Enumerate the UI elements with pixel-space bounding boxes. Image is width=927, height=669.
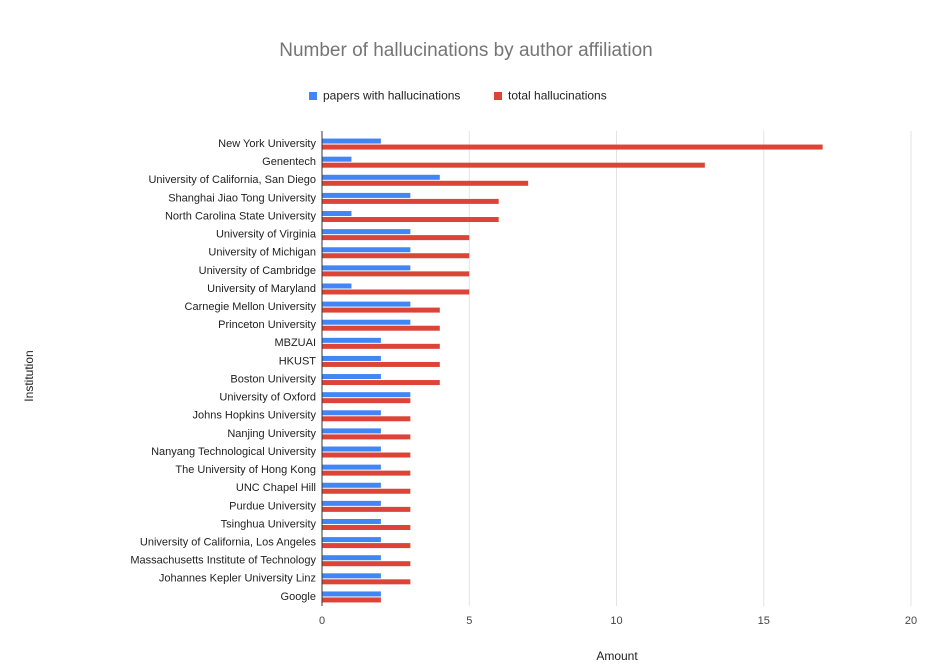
bar bbox=[322, 579, 411, 585]
bar bbox=[322, 343, 440, 349]
y-tick-label: Shanghai Jiao Tong University bbox=[168, 192, 316, 204]
y-tick-label: UNC Chapel Hill bbox=[236, 482, 316, 494]
y-tick-label: Princeton University bbox=[218, 319, 316, 331]
bar bbox=[322, 398, 411, 404]
bar bbox=[322, 524, 411, 530]
bar bbox=[322, 543, 411, 549]
x-tick-label: 0 bbox=[319, 615, 325, 627]
bar bbox=[322, 217, 499, 223]
bar bbox=[322, 307, 440, 313]
y-tick-label: University of California, Los Angeles bbox=[140, 537, 317, 549]
x-tick-label: 5 bbox=[466, 615, 472, 627]
y-tick-label: University of California, San Diego bbox=[148, 174, 316, 186]
bar bbox=[322, 573, 381, 579]
bar bbox=[322, 289, 470, 295]
bar bbox=[322, 271, 470, 277]
x-axis-title: Amount bbox=[596, 649, 638, 663]
bar bbox=[322, 138, 381, 144]
bar bbox=[322, 192, 411, 198]
bar bbox=[322, 410, 381, 416]
bar bbox=[322, 500, 381, 506]
legend-label: papers with hallucinations bbox=[323, 89, 460, 103]
bar bbox=[322, 180, 529, 186]
bar bbox=[322, 229, 411, 235]
bar bbox=[322, 446, 381, 452]
y-tick-label: University of Cambridge bbox=[199, 265, 316, 277]
y-tick-label: Genentech bbox=[262, 156, 316, 168]
bar bbox=[322, 253, 470, 259]
bar bbox=[322, 561, 411, 567]
bar bbox=[322, 235, 470, 241]
bar bbox=[322, 319, 411, 325]
bar bbox=[322, 301, 411, 307]
bar bbox=[322, 428, 381, 434]
y-tick-label: University of Michigan bbox=[208, 247, 316, 259]
y-tick-label: Johannes Kepler University Linz bbox=[159, 573, 316, 585]
legend-swatch bbox=[309, 92, 317, 100]
bar bbox=[322, 518, 381, 524]
y-tick-label: The University of Hong Kong bbox=[175, 464, 316, 476]
bar bbox=[322, 361, 440, 367]
legend-label: total hallucinations bbox=[508, 89, 607, 103]
bar bbox=[322, 144, 823, 150]
y-tick-label: Nanyang Technological University bbox=[151, 446, 316, 458]
y-tick-label: University of Oxford bbox=[219, 392, 316, 404]
bar bbox=[322, 597, 381, 603]
bar bbox=[322, 374, 381, 380]
chart-title: Number of hallucinations by author affil… bbox=[279, 40, 653, 61]
y-tick-label: University of Virginia bbox=[216, 229, 317, 241]
y-tick-label: Tsinghua University bbox=[221, 518, 317, 530]
y-tick-label: New York University bbox=[218, 138, 316, 150]
legend-swatch bbox=[494, 92, 502, 100]
bar bbox=[322, 162, 705, 168]
bar bbox=[322, 337, 381, 343]
bar bbox=[322, 211, 352, 217]
bar bbox=[322, 482, 381, 488]
x-tick-label: 10 bbox=[610, 615, 622, 627]
y-tick-label: Boston University bbox=[230, 373, 316, 385]
bar bbox=[322, 488, 411, 494]
y-tick-label: Massachusetts Institute of Technology bbox=[130, 555, 316, 567]
y-tick-label: North Carolina State University bbox=[165, 210, 317, 222]
y-tick-label: Johns Hopkins University bbox=[193, 410, 317, 422]
bar bbox=[322, 537, 381, 543]
x-tick-label: 20 bbox=[905, 615, 917, 627]
x-tick-label: 15 bbox=[758, 615, 770, 627]
y-axis-title: Institution bbox=[22, 350, 36, 401]
bar bbox=[322, 198, 499, 204]
bar bbox=[322, 156, 352, 162]
bar bbox=[322, 464, 381, 470]
bar bbox=[322, 434, 411, 440]
y-tick-label: University of Maryland bbox=[207, 283, 316, 295]
bar bbox=[322, 591, 381, 597]
bar bbox=[322, 325, 440, 331]
y-tick-label: Carnegie Mellon University bbox=[185, 301, 317, 313]
bar bbox=[322, 452, 411, 458]
bar bbox=[322, 392, 411, 398]
y-tick-label: MBZUAI bbox=[274, 337, 316, 349]
bar bbox=[322, 555, 381, 561]
bar bbox=[322, 247, 411, 253]
y-tick-label: Google bbox=[281, 591, 316, 603]
bar bbox=[322, 380, 440, 386]
bar bbox=[322, 265, 411, 271]
bar bbox=[322, 470, 411, 476]
bar bbox=[322, 416, 411, 422]
bar bbox=[322, 283, 352, 289]
bar bbox=[322, 506, 411, 512]
y-tick-label: Nanjing University bbox=[227, 428, 316, 440]
bar bbox=[322, 174, 440, 180]
y-tick-label: Purdue University bbox=[229, 500, 316, 512]
bar bbox=[322, 355, 381, 361]
y-tick-label: HKUST bbox=[279, 355, 317, 367]
